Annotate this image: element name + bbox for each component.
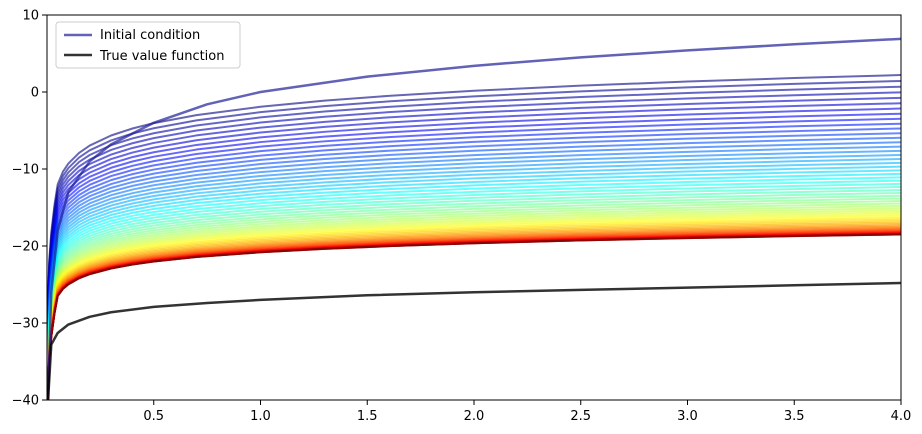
y-tick-label: 0: [31, 86, 39, 101]
initial-condition-line: [46, 37, 902, 397]
series-layer: [46, 37, 902, 401]
legend-box: [55, 21, 241, 69]
x-axis: 0.5 1.0 1.5 2.0 2.5 3.0 3.5 4.0: [143, 400, 911, 424]
true-value-function-line: [46, 281, 902, 401]
y-tick-label: 10: [22, 9, 39, 24]
legend-label-initial-condition: Initial condition: [100, 28, 200, 43]
x-tick-label: 1.5: [357, 409, 378, 424]
y-tick-label: −30: [12, 317, 39, 332]
x-tick-label: 3.5: [784, 409, 805, 424]
y-tick-label: −40: [12, 394, 39, 409]
x-tick-label: 1.0: [250, 409, 271, 424]
y-axis: −40 −30 −20 −10 0 10: [12, 9, 47, 409]
legend: Initial condition True value function: [55, 21, 241, 69]
x-tick-label: 2.0: [464, 409, 485, 424]
x-tick-label: 0.5: [143, 409, 164, 424]
y-tick-label: −20: [12, 240, 39, 255]
x-tick-label: 3.0: [677, 409, 698, 424]
x-tick-label: 2.5: [570, 409, 591, 424]
legend-label-true-value-function: True value function: [99, 49, 225, 64]
iteration-60-line: [47, 233, 902, 401]
y-tick-label: −10: [12, 163, 39, 178]
x-tick-label: 4.0: [891, 409, 912, 424]
